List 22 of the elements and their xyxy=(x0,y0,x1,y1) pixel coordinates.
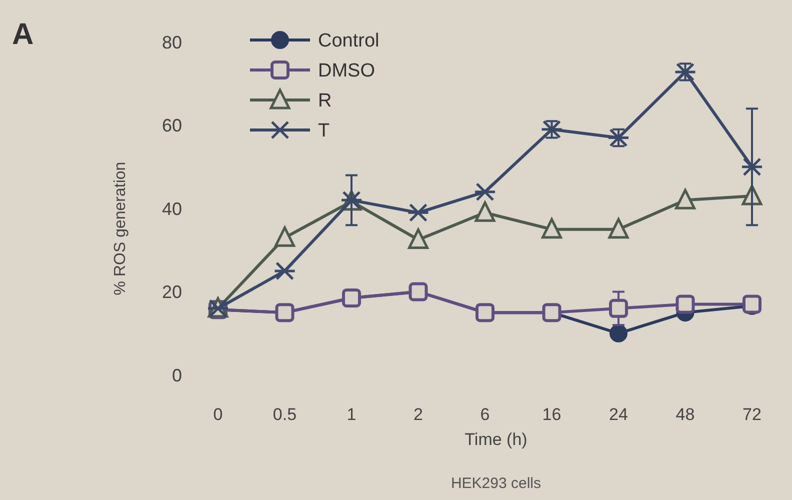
x-axis-title: Time (h) xyxy=(464,430,528,449)
legend-label: T xyxy=(318,120,330,142)
legend-label: R xyxy=(318,90,332,112)
legend-label: DMSO xyxy=(318,60,375,82)
x-tick-label: 1 xyxy=(346,405,356,424)
x-tick-label: 0.5 xyxy=(272,405,297,424)
x-tick-label: 72 xyxy=(742,405,762,424)
x-tick-label: 2 xyxy=(414,405,423,424)
x-tick-label: 16 xyxy=(542,405,562,424)
y-tick-label: 40 xyxy=(162,198,182,219)
y-tick-label: 80 xyxy=(162,32,182,52)
x-tick-label: 48 xyxy=(676,405,695,424)
x-tick-label: 24 xyxy=(609,405,628,424)
text: A xyxy=(12,18,34,51)
legend-label: Control xyxy=(318,30,380,52)
x-tick-label: 6 xyxy=(480,405,490,424)
y-tick-label: 20 xyxy=(162,282,182,302)
x-tick-label: 0 xyxy=(213,405,223,424)
y-axis-title: % ROS generation xyxy=(112,162,129,296)
y-tick-label: 0 xyxy=(172,365,182,386)
y-tick-label: 60 xyxy=(162,116,182,136)
text: HEK293 cells xyxy=(450,475,542,492)
